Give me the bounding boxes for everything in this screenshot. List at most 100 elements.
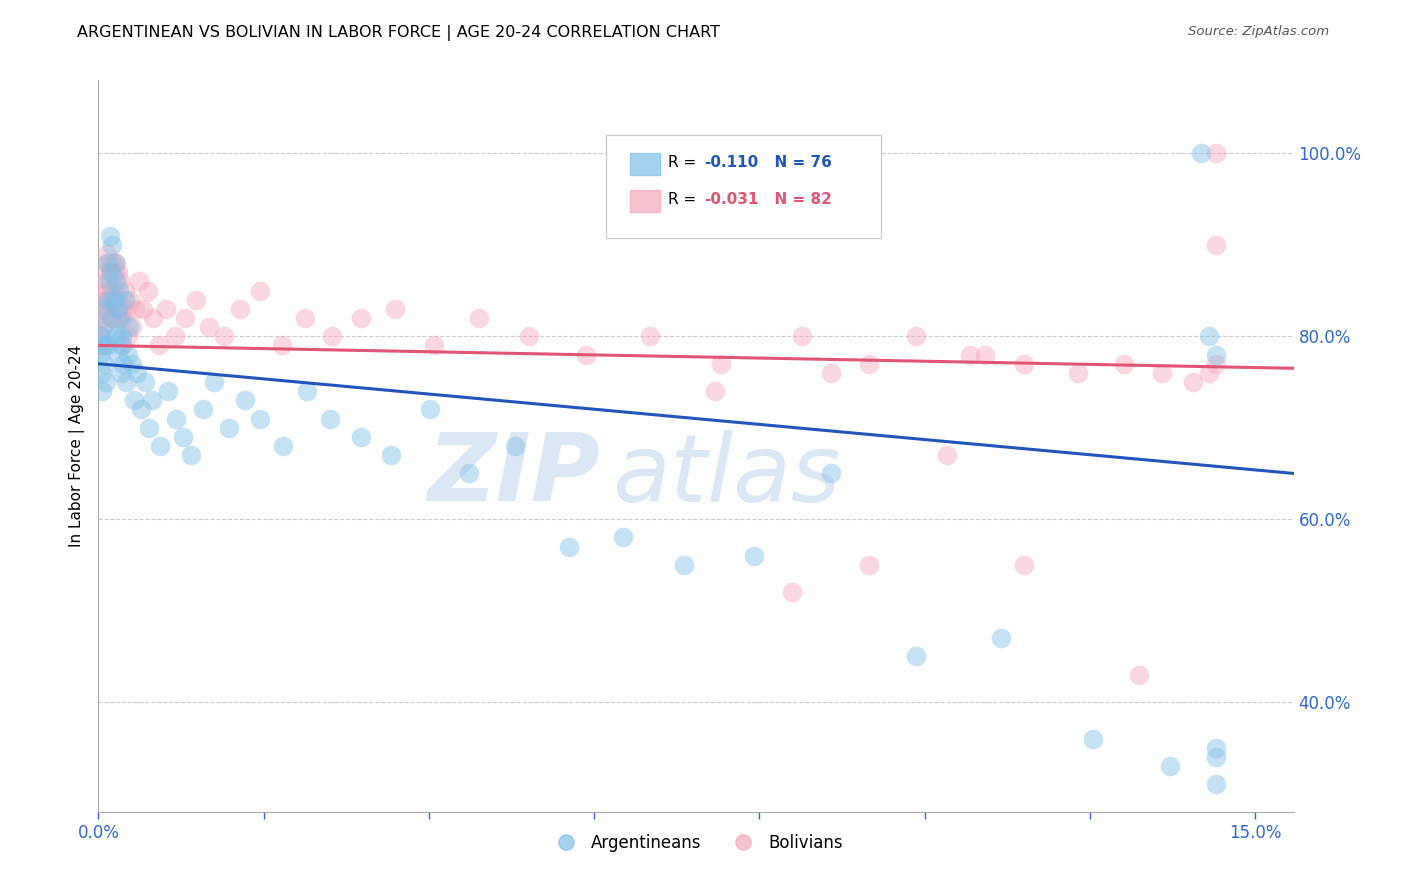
Point xyxy=(704,384,727,399)
Point xyxy=(91,384,114,399)
Point xyxy=(90,338,112,352)
Point xyxy=(1182,375,1205,389)
Point xyxy=(148,338,170,352)
Point xyxy=(110,338,132,352)
Point xyxy=(110,301,132,316)
Point xyxy=(141,393,163,408)
Point xyxy=(380,448,402,462)
Text: ARGENTINEAN VS BOLIVIAN IN LABOR FORCE | AGE 20-24 CORRELATION CHART: ARGENTINEAN VS BOLIVIAN IN LABOR FORCE |… xyxy=(77,25,720,41)
Point xyxy=(138,421,160,435)
Point xyxy=(104,256,127,270)
Point xyxy=(104,284,127,298)
Point xyxy=(90,301,112,316)
Point xyxy=(124,301,146,316)
Point xyxy=(136,284,159,298)
Point xyxy=(115,301,138,316)
Point xyxy=(858,558,880,572)
Point xyxy=(114,284,136,298)
Point xyxy=(91,320,114,334)
Point xyxy=(229,301,252,316)
Point xyxy=(105,256,128,270)
Text: N = 82: N = 82 xyxy=(763,192,832,207)
Point xyxy=(1128,667,1150,681)
Point xyxy=(202,375,225,389)
Point xyxy=(959,347,981,362)
Point xyxy=(1205,146,1227,161)
Point xyxy=(1112,357,1135,371)
Point xyxy=(91,311,114,326)
Point xyxy=(858,357,880,371)
Point xyxy=(782,585,804,599)
Point xyxy=(101,237,124,252)
Point xyxy=(212,329,235,343)
Point xyxy=(108,284,131,298)
Point xyxy=(93,357,115,371)
Point xyxy=(121,320,143,334)
Point xyxy=(233,393,256,408)
Point xyxy=(218,421,240,435)
Point xyxy=(107,301,129,316)
Point xyxy=(1066,366,1088,380)
Point xyxy=(457,467,479,481)
Point xyxy=(97,338,120,352)
Point xyxy=(575,347,598,362)
Point xyxy=(163,329,186,343)
Point xyxy=(1205,740,1227,755)
Point xyxy=(1205,347,1227,362)
Point xyxy=(904,329,927,343)
Text: R =: R = xyxy=(668,155,702,170)
Point xyxy=(149,439,172,453)
Point xyxy=(97,256,120,270)
Y-axis label: In Labor Force | Age 20-24: In Labor Force | Age 20-24 xyxy=(69,345,84,547)
Point xyxy=(128,275,150,289)
Point xyxy=(349,430,371,444)
Point xyxy=(97,284,120,298)
Point xyxy=(134,375,156,389)
Point xyxy=(101,293,124,307)
Text: ZIP: ZIP xyxy=(427,429,600,521)
Point xyxy=(108,311,131,326)
Point xyxy=(673,558,696,572)
Point xyxy=(1012,558,1035,572)
Point xyxy=(638,329,661,343)
Point xyxy=(110,366,132,380)
Point xyxy=(101,256,124,270)
Point xyxy=(98,275,121,289)
Point xyxy=(129,402,152,417)
Text: -0.031: -0.031 xyxy=(704,192,759,207)
Point xyxy=(173,311,195,326)
Point xyxy=(94,338,117,352)
Point xyxy=(1189,146,1212,161)
Point xyxy=(104,293,127,307)
Point xyxy=(558,540,581,554)
Point xyxy=(820,366,842,380)
Point xyxy=(384,301,406,316)
Point xyxy=(94,375,117,389)
Point xyxy=(142,311,165,326)
Point xyxy=(93,293,115,307)
Point xyxy=(172,430,194,444)
Point xyxy=(105,329,128,343)
FancyBboxPatch shape xyxy=(606,135,882,237)
Point xyxy=(104,265,127,279)
Point xyxy=(90,329,112,343)
Point xyxy=(96,247,118,261)
Point xyxy=(1198,329,1220,343)
Text: -0.110: -0.110 xyxy=(704,155,759,170)
Point xyxy=(1012,357,1035,371)
Point xyxy=(1081,731,1104,746)
Point xyxy=(792,329,814,343)
Point xyxy=(132,301,155,316)
Point xyxy=(350,311,373,326)
Point xyxy=(108,311,131,326)
Point xyxy=(249,284,271,298)
Point xyxy=(423,338,446,352)
Legend: Argentineans, Bolivians: Argentineans, Bolivians xyxy=(543,827,849,858)
Point xyxy=(249,411,271,425)
Point xyxy=(1205,237,1227,252)
Point xyxy=(419,402,441,417)
Point xyxy=(105,275,128,289)
Point xyxy=(93,265,115,279)
Point xyxy=(111,329,134,343)
Point xyxy=(321,329,343,343)
